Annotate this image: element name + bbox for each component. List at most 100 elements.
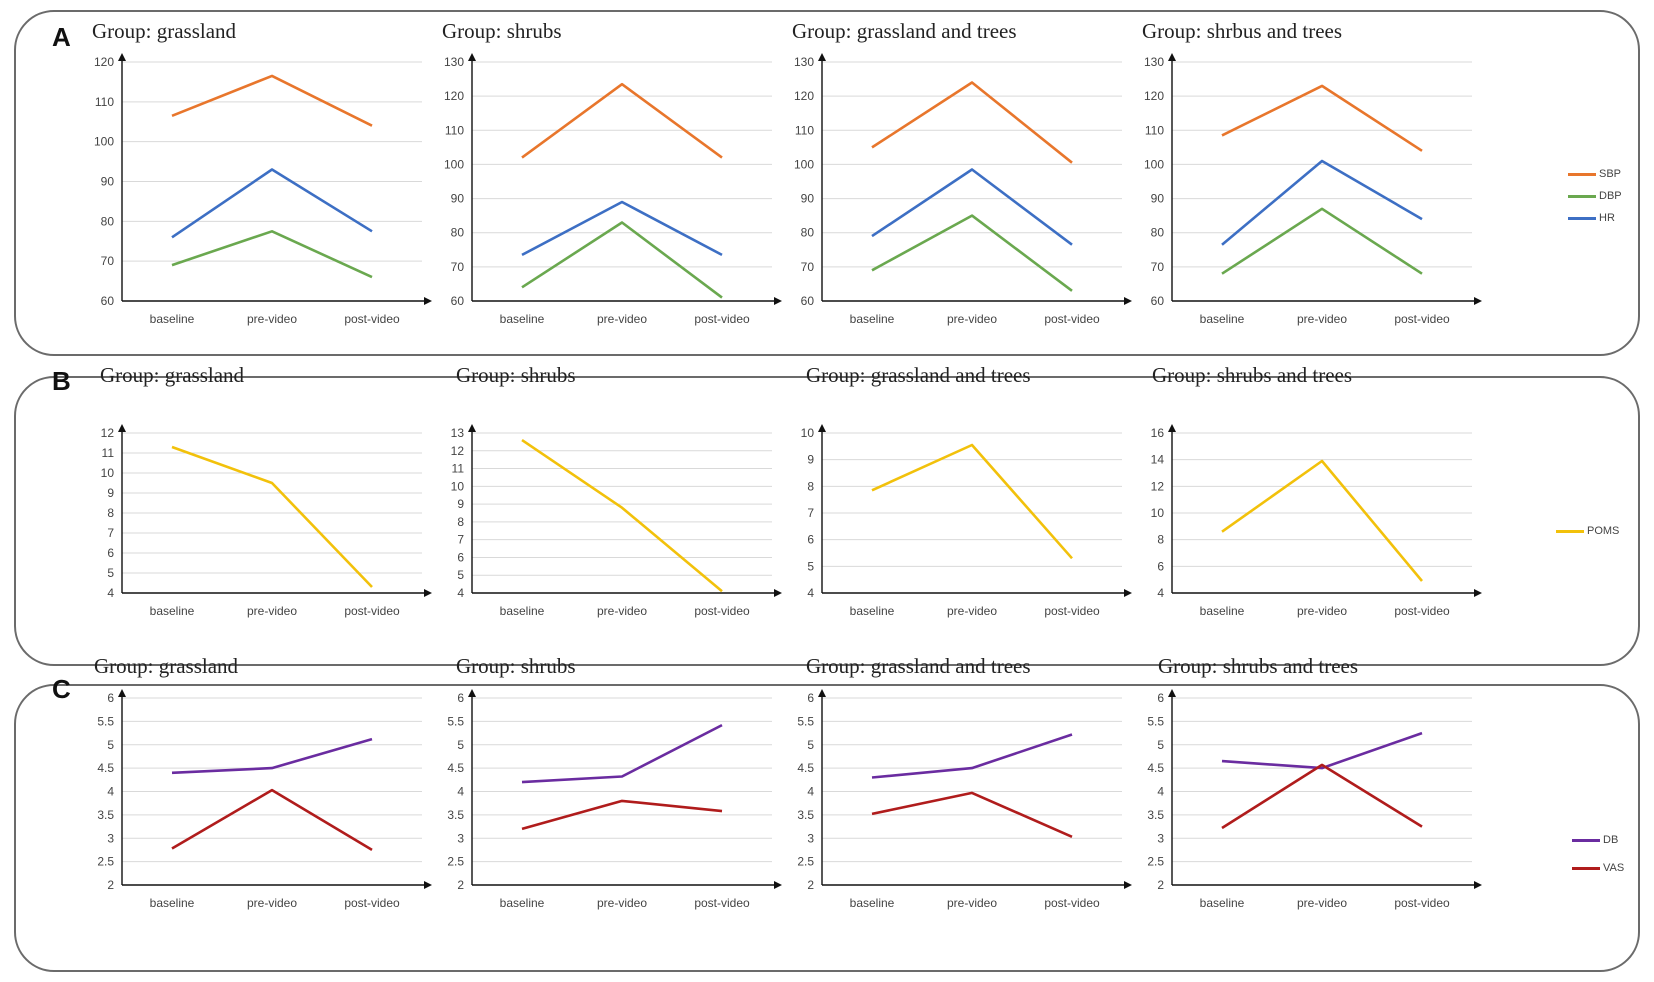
chart-c-2-ytick-label: 4.5	[447, 761, 464, 775]
chart-a-3-series-sbp	[871, 81, 1073, 164]
legend-item-hr: HR	[1568, 212, 1615, 224]
chart-b-1-x-axis-arrow	[424, 589, 432, 597]
chart-c-4-series-vas	[1221, 763, 1423, 830]
chart-a-3-ytick-label: 80	[801, 226, 815, 240]
chart-b-3-xtick-label: post-video	[1044, 604, 1100, 618]
legend-item-poms: POMS	[1556, 525, 1619, 537]
chart-a-2-xtick-label: post-video	[694, 312, 750, 326]
chart-b-1-ytick-label: 12	[101, 426, 115, 440]
chart-a-2-series-dbp	[521, 221, 723, 299]
chart-a-1-xtick-label: baseline	[150, 312, 195, 326]
chart-b-3-ytick-label: 6	[807, 533, 814, 547]
panel-label-b: B	[52, 366, 71, 396]
chart-b-1-ytick-label: 7	[107, 526, 114, 540]
chart-c-2-xtick-label: pre-video	[597, 896, 647, 910]
chart-a-2-ytick-label: 110	[445, 123, 464, 137]
chart-b-4-xtick-label: pre-video	[1297, 604, 1347, 618]
chart-a-2-xtick-label: baseline	[500, 312, 545, 326]
legend-swatch-poms	[1556, 529, 1584, 533]
chart-c-3-xtick-label: pre-video	[947, 896, 997, 910]
chart-c-2-series-db	[521, 723, 723, 784]
chart-a-2-title: Group: shrubs	[442, 19, 562, 43]
chart-a-2-series-sbp	[521, 82, 723, 159]
legend-label-poms: POMS	[1587, 525, 1620, 538]
chart-a-2-xtick-label: pre-video	[597, 312, 647, 326]
chart-a-1-ytick-label: 110	[95, 95, 114, 109]
chart-a-4-ytick-label: 80	[1151, 226, 1165, 240]
chart-a-2-ytick-label: 90	[451, 192, 465, 206]
chart-a-4-ytick-label: 90	[1151, 192, 1165, 206]
chart-b-4-y-axis-arrow	[1168, 424, 1176, 432]
chart-a-4-ytick-label: 70	[1151, 260, 1165, 274]
chart-c-1-ytick-label: 2	[107, 878, 114, 892]
chart-b-2-ytick-label: 11	[452, 462, 465, 476]
chart-c-4-ytick-label: 4	[1157, 785, 1164, 799]
chart-b-4-ytick-label: 14	[1151, 453, 1165, 467]
chart-a-3-title: Group: grassland and trees	[792, 19, 1017, 43]
legend-label-vas: VAS	[1603, 862, 1625, 875]
chart-c-2-ytick-label: 4	[457, 785, 464, 799]
chart-b-1-title: Group: grassland	[100, 363, 245, 387]
chart-c-2-ytick-label: 5	[457, 738, 464, 752]
chart-b-2-ytick-label: 12	[451, 444, 465, 458]
chart-c-1-ytick-label: 4.5	[97, 761, 114, 775]
legend-item-db: DB	[1572, 834, 1618, 846]
chart-a-1-series-hr	[171, 168, 373, 239]
chart-c-4-xtick-label: post-video	[1394, 896, 1450, 910]
chart-c-4-title: Group: shrubs and trees	[1158, 654, 1358, 678]
chart-b-2-ytick-label: 7	[457, 533, 464, 547]
chart-a-1-x-axis-arrow	[424, 297, 432, 305]
chart-b-1-xtick-label: pre-video	[247, 604, 297, 618]
chart-a-1-y-axis-arrow	[118, 53, 126, 61]
chart-c-4-ytick-label: 4.5	[1147, 761, 1164, 775]
chart-b-4-ytick-label: 16	[1151, 426, 1165, 440]
chart-a-3-ytick-label: 100	[794, 157, 814, 171]
chart-b-2-y-axis-arrow	[468, 424, 476, 432]
chart-b-4-xtick-label: baseline	[1200, 604, 1245, 618]
chart-c-3-title: Group: grassland and trees	[806, 654, 1031, 678]
chart-a-1-title: Group: grassland	[92, 19, 237, 43]
chart-c-2-series-vas	[521, 799, 723, 831]
chart-c-4-ytick-label: 2.5	[1147, 855, 1164, 869]
chart-b-3-ytick-label: 8	[807, 479, 814, 493]
chart-b-2-ytick-label: 6	[457, 550, 464, 564]
chart-a-3-ytick-label: 70	[801, 260, 815, 274]
chart-c-2-xtick-label: post-video	[694, 896, 750, 910]
chart-c-1-xtick-label: baseline	[150, 896, 195, 910]
chart-a-2-ytick-label: 120	[444, 89, 464, 103]
legend-label-dbp: DBP	[1599, 190, 1622, 203]
chart-a-1-ytick-label: 60	[101, 294, 115, 308]
chart-b-3-ytick-label: 5	[807, 559, 814, 573]
chart-a-4-xtick-label: pre-video	[1297, 312, 1347, 326]
chart-c-4-ytick-label: 6	[1157, 691, 1164, 705]
chart-c-1-y-axis-arrow	[118, 689, 126, 697]
chart-b-2-title: Group: shrubs	[456, 363, 576, 387]
chart-c-1-x-axis-arrow	[424, 881, 432, 889]
chart-c-2-ytick-label: 3.5	[447, 808, 464, 822]
panel-a: A	[14, 10, 1640, 356]
chart-a-2-ytick-label: 70	[451, 260, 465, 274]
chart-b-4-ytick-label: 10	[1151, 506, 1165, 520]
chart-a-3-ytick-label: 120	[794, 89, 814, 103]
chart-a-2-y-axis-arrow	[468, 53, 476, 61]
chart-c-4-xtick-label: pre-video	[1297, 896, 1347, 910]
legend-item-sbp: SBP	[1568, 168, 1621, 180]
chart-c-2-ytick-label: 6	[457, 691, 464, 705]
chart-b-3-ytick-label: 9	[807, 453, 814, 467]
chart-c-3-ytick-label: 5.5	[797, 714, 814, 728]
chart-b-1-ytick-label: 8	[107, 506, 114, 520]
chart-c-2-ytick-label: 5.5	[447, 714, 464, 728]
chart-c-1-ytick-label: 2.5	[97, 855, 114, 869]
chart-b-2-xtick-label: post-video	[694, 604, 750, 618]
chart-a-3-series-dbp	[871, 214, 1073, 292]
chart-b-1-series-poms	[171, 445, 373, 588]
chart-b-4-ytick-label: 8	[1157, 533, 1164, 547]
chart-a-4-ytick-label: 130	[1144, 55, 1164, 69]
chart-b-4-title: Group: shrubs and trees	[1152, 363, 1352, 387]
chart-c-1-xtick-label: post-video	[344, 896, 400, 910]
chart-c-2-ytick-label: 2.5	[447, 855, 464, 869]
chart-c-3-ytick-label: 3	[807, 831, 814, 845]
chart-c-1-series-db	[171, 737, 373, 775]
chart-b-3-ytick-label: 7	[807, 506, 814, 520]
